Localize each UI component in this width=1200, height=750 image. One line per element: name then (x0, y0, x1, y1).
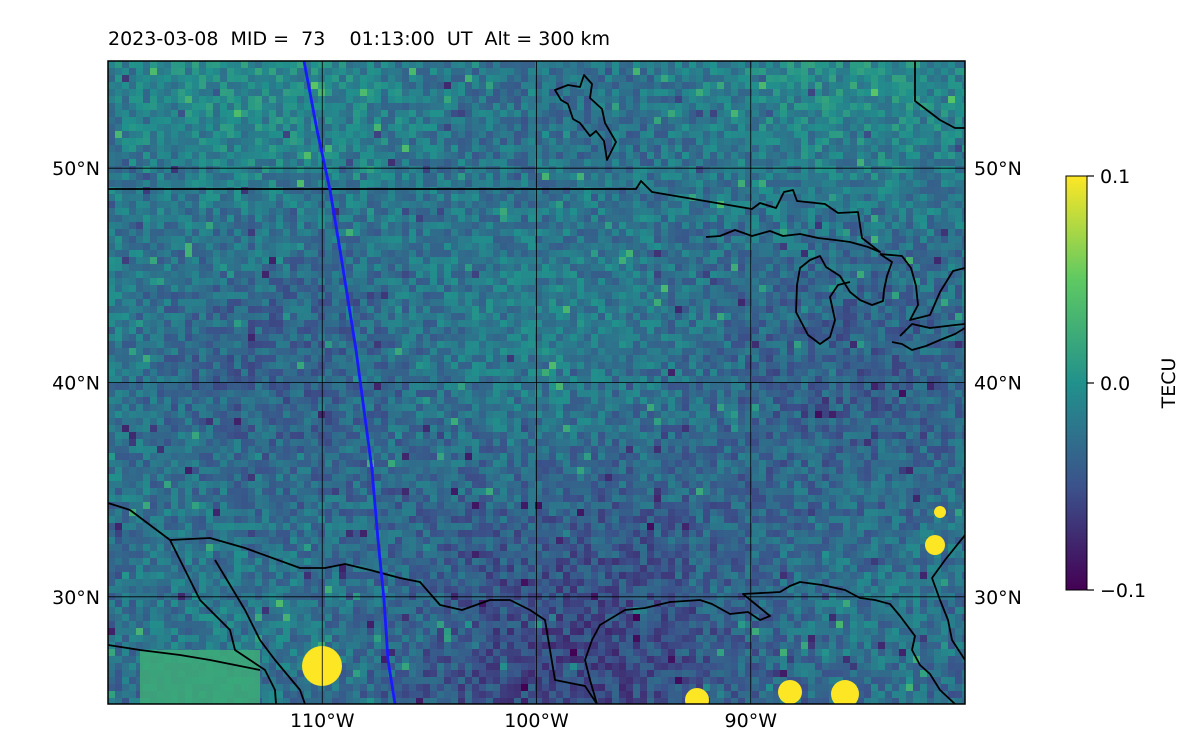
coastlines (108, 61, 965, 704)
ne-coast (914, 61, 965, 129)
florida-atlantic-coast (931, 534, 965, 661)
baja-coast (169, 539, 277, 704)
colorbar-tick-label: 0.1 (1100, 166, 1130, 188)
mexico-border (108, 502, 598, 704)
colorbar-tick-label: 0.0 (1100, 373, 1130, 395)
colorbar-tick-label: −0.1 (1100, 580, 1146, 602)
us-canada-border (108, 180, 881, 253)
gulf-coast (584, 581, 956, 704)
colorbar-label: TECU (1158, 358, 1180, 410)
lake-huron (879, 253, 965, 321)
tec-field-raster (108, 61, 965, 704)
lat-label-left: 50°N (52, 158, 100, 180)
page-title: 2023-03-08 MID = 73 01:13:00 UT Alt = 30… (108, 28, 611, 50)
lat-label-left: 40°N (52, 373, 100, 395)
map-frame (107, 60, 966, 705)
lon-label: 100°W (504, 710, 569, 732)
colorbar: 0.1 0.0 −0.1 TECU (1065, 166, 1180, 602)
colorbar-ticks: 0.1 0.0 −0.1 (1087, 166, 1146, 602)
satellite-track-line (302, 61, 397, 704)
colorbar-gradient (1065, 175, 1088, 591)
lake-ontario (899, 323, 965, 337)
gridlines (108, 61, 965, 704)
hudson-bay-coast (554, 74, 617, 161)
gulf-of-california (214, 559, 306, 704)
lat-axis-labels: 30°N 30°N 40°N 40°N 50°N 50°N (52, 158, 1022, 609)
mainland-west-coast (108, 644, 261, 671)
lat-label-right: 30°N (974, 587, 1022, 609)
lake-michigan (795, 253, 893, 345)
lon-label: 90°W (725, 710, 778, 732)
lon-axis-labels: 110°W 100°W 90°W (290, 710, 777, 732)
lake-erie (891, 327, 965, 351)
lon-label: 110°W (290, 710, 355, 732)
lat-label-right: 40°N (974, 373, 1022, 395)
lat-label-right: 50°N (974, 158, 1022, 180)
lat-label-left: 30°N (52, 587, 100, 609)
